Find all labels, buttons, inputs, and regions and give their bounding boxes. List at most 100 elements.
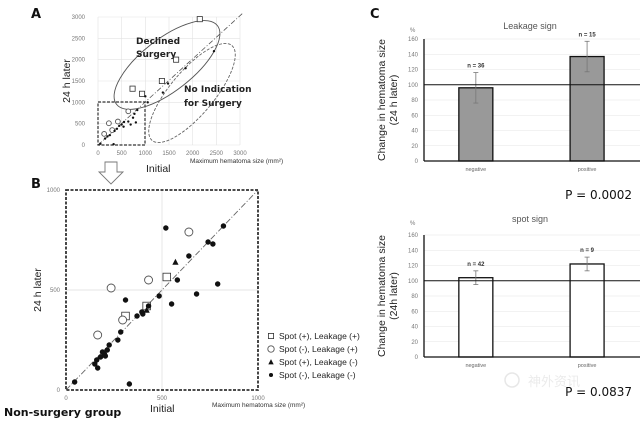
panel-a-y-ticks: 0 500 1000 1500 2000 2500 3000 <box>72 15 86 149</box>
chart-title: spot sign <box>512 214 548 224</box>
x-tick-label: 1000 <box>139 151 153 157</box>
y-tick-label: 140 <box>408 52 419 58</box>
data-point-non-surgery-dots <box>122 125 125 128</box>
arrow-down-icon <box>97 161 125 185</box>
data-point-dot <box>71 379 78 385</box>
panel-b-points <box>71 223 227 387</box>
x-tick-label: 0 <box>96 151 100 157</box>
y-unit-label: % <box>410 221 416 227</box>
y-tick-label: 500 <box>50 288 61 294</box>
x-tick-label: 3000 <box>233 151 247 157</box>
data-point-triangle <box>172 258 179 265</box>
annotation-no-indication-line1: No Indication <box>184 85 252 95</box>
data-point-dot <box>94 365 101 371</box>
data-point-dot <box>134 313 140 319</box>
annotation-declined-line2: Surgery <box>136 50 176 60</box>
panel-c-spot-bar-chart: 0 20 40 60 80 100 120 140 160% spot sign Change in… <box>376 214 640 399</box>
panel-a-zoom-box <box>97 101 146 146</box>
panel-b-scatter: 0 500 1000 0 500 1000 24 h later Initial Max… <box>4 188 360 419</box>
bar-positive <box>569 263 605 358</box>
y-tick-label: 2000 <box>72 58 86 64</box>
data-point-circle <box>93 330 103 340</box>
data-point-dot <box>214 281 221 287</box>
data-point-declined-surgery <box>173 56 180 63</box>
x-tick-label: 0 <box>64 396 68 402</box>
legend-label: Spot (+), Leakage (+) <box>279 331 360 341</box>
panel-b-legend: Spot (+), Leakage (+) Spot (-), Leakage (… <box>267 331 360 380</box>
x-tick-label: 1500 <box>162 151 176 157</box>
legend-label: Spot (+), Leakage (-) <box>279 357 358 367</box>
category-label: positive <box>578 363 597 369</box>
panel-c-leakage-bar-chart: 0 20 40 60 80 100 120 140 160% Leakage sign Change… <box>376 21 640 202</box>
panel-a-points <box>99 16 216 146</box>
y-axis-label: (24h later) <box>388 272 400 320</box>
n-label: n = 9 <box>580 248 595 254</box>
y-axis-label: Change in hematoma size <box>376 39 388 161</box>
panel-b-ylabel: 24 h later <box>32 268 44 312</box>
data-point-square <box>162 272 171 282</box>
data-point-dot <box>156 293 162 299</box>
y-tick-label: 0 <box>415 159 419 165</box>
category-label: negative <box>465 167 486 173</box>
data-point-dot <box>106 342 112 348</box>
bar-negative <box>458 277 494 358</box>
y-tick-label: 1000 <box>72 100 86 106</box>
data-point-non-surgery-dots <box>115 127 119 130</box>
data-point-no-indication <box>161 91 165 94</box>
data-point-circle <box>184 227 194 237</box>
y-axis-label: (24 h later) <box>388 75 400 126</box>
panel-letter-c: C <box>370 7 380 22</box>
panel-letter-a: A <box>31 7 41 22</box>
data-point-non-surgery-dots <box>112 142 115 146</box>
data-point-declined-surgery <box>129 85 136 92</box>
panel-a-scatter: 0 500 1000 1500 2000 2500 3000 0 500 1000 1500 200… <box>61 12 283 175</box>
y-tick-label: 1500 <box>72 79 86 85</box>
data-point-dot <box>205 239 211 245</box>
data-point-triangle <box>143 306 150 313</box>
x-tick-label: 500 <box>157 396 168 402</box>
data-point-dot <box>104 347 110 353</box>
y-tick-label: 60 <box>411 309 418 315</box>
data-point-dot <box>193 291 200 297</box>
panel-a-ylabel: 24 h later <box>61 59 73 103</box>
y-tick-label: 20 <box>411 340 418 346</box>
n-label: n = 15 <box>578 32 596 38</box>
data-point-dot <box>118 329 124 335</box>
data-point-no-indication <box>166 82 170 85</box>
data-point-non-surgery-dots <box>118 124 121 127</box>
data-point-declined-surgery <box>158 78 165 85</box>
data-point-dot <box>94 357 100 363</box>
y-tick-label: 2500 <box>72 36 86 42</box>
non-surgery-group-label: Non-surgery group <box>4 406 121 419</box>
data-point-non-surgery-dots <box>129 123 132 126</box>
x-tick-label: 1000 <box>251 396 265 402</box>
data-point-dot <box>174 277 181 283</box>
x-tick-label: 2500 <box>210 151 224 157</box>
panel-b-frame <box>65 189 259 391</box>
data-point-non-surgery-circles <box>106 120 112 127</box>
annotation-declined-line1: Declined <box>136 37 180 47</box>
data-point-non-surgery-dots <box>106 135 109 138</box>
chart-title: Leakage sign <box>503 21 557 31</box>
y-tick-label: 40 <box>411 325 418 331</box>
y-tick-label: 100 <box>408 279 419 285</box>
y-tick-label: 0 <box>57 388 61 394</box>
legend-marker-dot <box>268 372 274 378</box>
watermark-text: 神外资讯 <box>528 374 580 389</box>
legend-marker-triangle <box>268 359 274 365</box>
declined-surgery-ellipse <box>113 20 221 110</box>
panel-a-identity-line <box>97 12 244 146</box>
data-point-non-surgery-dots <box>120 123 123 126</box>
panel-b-grid <box>66 190 258 390</box>
y-tick-label: 1000 <box>47 188 61 194</box>
y-tick-label: 20 <box>411 144 418 150</box>
x-tick-label: 2000 <box>186 151 200 157</box>
panel-a-xlabel-secondary: Maximum hematoma size (mm²) <box>190 158 283 165</box>
data-point-non-surgery-circles <box>115 118 121 125</box>
y-tick-label: 60 <box>411 113 418 119</box>
y-tick-label: 120 <box>408 264 419 270</box>
panel-b-y-ticks: 0 500 1000 <box>47 188 61 394</box>
data-point-non-surgery-dots <box>127 120 130 123</box>
data-point-non-surgery-dots <box>133 112 136 116</box>
y-tick-label: 0 <box>82 143 86 149</box>
